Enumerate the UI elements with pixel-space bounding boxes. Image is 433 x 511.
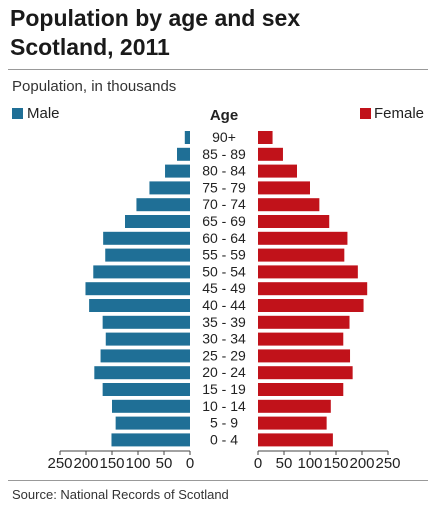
bar-male xyxy=(112,399,190,413)
bar-male xyxy=(177,147,190,161)
legend-label-female: Female xyxy=(374,105,424,122)
bar-female xyxy=(258,383,344,396)
bar-male xyxy=(89,299,190,312)
male-tick-label: 0 xyxy=(186,455,194,472)
bar-female xyxy=(258,282,368,296)
male-tick-label: 200 xyxy=(73,455,98,472)
age-group-label: 15 - 19 xyxy=(202,381,246,397)
axes-group: 250 200 150 100 50 0 0 50 100 150 200 250 xyxy=(47,450,401,472)
legend: Male Female Age xyxy=(12,105,424,124)
bar-male xyxy=(111,433,190,447)
bar-male xyxy=(149,181,190,195)
age-group-label: 50 - 54 xyxy=(202,263,246,279)
chart-title-line2: Scotland, 2011 xyxy=(10,34,170,60)
bar-male xyxy=(85,282,190,296)
female-tick-label: 50 xyxy=(276,455,293,472)
bar-male xyxy=(94,366,190,380)
legend-swatch-female xyxy=(360,108,371,119)
bar-male xyxy=(165,164,190,178)
bar-male xyxy=(102,315,190,329)
bar-female xyxy=(258,416,327,430)
age-group-label: 55 - 59 xyxy=(202,247,246,263)
age-group-label: 30 - 34 xyxy=(202,331,246,347)
bar-female xyxy=(258,248,345,262)
age-group-label: 0 - 4 xyxy=(210,431,238,447)
age-group-label: 25 - 29 xyxy=(202,347,246,363)
bar-female xyxy=(258,332,344,346)
age-group-label: 20 - 24 xyxy=(202,364,246,380)
male-tick-label: 150 xyxy=(99,455,124,472)
bar-female xyxy=(258,299,364,312)
bar-male xyxy=(103,231,190,245)
age-group-label: 5 - 9 xyxy=(210,415,238,431)
female-tick-label: 250 xyxy=(375,455,400,472)
source-note: Source: National Records of Scotland xyxy=(12,487,229,502)
age-column-header: Age xyxy=(210,107,238,124)
age-group-label: 90+ xyxy=(212,129,236,145)
bar-female xyxy=(258,147,283,161)
bar-female xyxy=(258,215,330,228)
bar-male xyxy=(125,215,190,228)
bottom-rule xyxy=(8,480,428,481)
bar-female xyxy=(258,349,351,363)
bar-female xyxy=(258,366,353,380)
age-group-label: 10 - 14 xyxy=(202,398,246,414)
age-group-label: 60 - 64 xyxy=(202,230,246,246)
female-tick-label: 100 xyxy=(297,455,322,472)
age-group-label: 65 - 69 xyxy=(202,213,246,229)
female-tick-label: 0 xyxy=(254,455,262,472)
female-tick-label: 150 xyxy=(323,455,348,472)
chart-subtitle: Population, in thousands xyxy=(12,78,177,95)
bar-female xyxy=(258,399,331,413)
bar-male xyxy=(93,265,190,279)
chart-title: Population by age and sex Scotland, 2011 xyxy=(10,4,430,62)
legend-label-male: Male xyxy=(27,105,60,122)
age-group-label: 45 - 49 xyxy=(202,280,246,296)
bar-female xyxy=(258,131,273,144)
male-tick-label: 50 xyxy=(156,455,173,472)
male-tick-label: 250 xyxy=(47,455,72,472)
bar-female xyxy=(258,433,333,447)
age-group-label: 35 - 39 xyxy=(202,314,246,330)
age-group-label: 70 - 74 xyxy=(202,196,246,212)
bar-male xyxy=(100,349,190,363)
top-rule xyxy=(8,69,428,70)
bar-male xyxy=(102,383,190,396)
bar-male xyxy=(184,131,190,144)
legend-swatch-male xyxy=(12,108,23,119)
bar-male xyxy=(105,332,190,346)
chart-title-line1: Population by age and sex xyxy=(10,5,301,31)
bar-female xyxy=(258,181,310,195)
bar-male xyxy=(105,248,190,262)
bar-female xyxy=(258,164,297,178)
bar-male xyxy=(136,198,190,212)
bars-group xyxy=(85,131,368,447)
bar-female xyxy=(258,198,320,212)
bar-male xyxy=(115,416,190,430)
age-group-label: 40 - 44 xyxy=(202,297,246,313)
bar-female xyxy=(258,315,350,329)
age-group-label: 75 - 79 xyxy=(202,179,246,195)
age-group-label: 85 - 89 xyxy=(202,146,246,162)
bar-female xyxy=(258,265,358,279)
male-tick-label: 100 xyxy=(125,455,150,472)
age-group-label: 80 - 84 xyxy=(202,163,246,179)
bar-female xyxy=(258,231,348,245)
female-tick-label: 200 xyxy=(349,455,374,472)
